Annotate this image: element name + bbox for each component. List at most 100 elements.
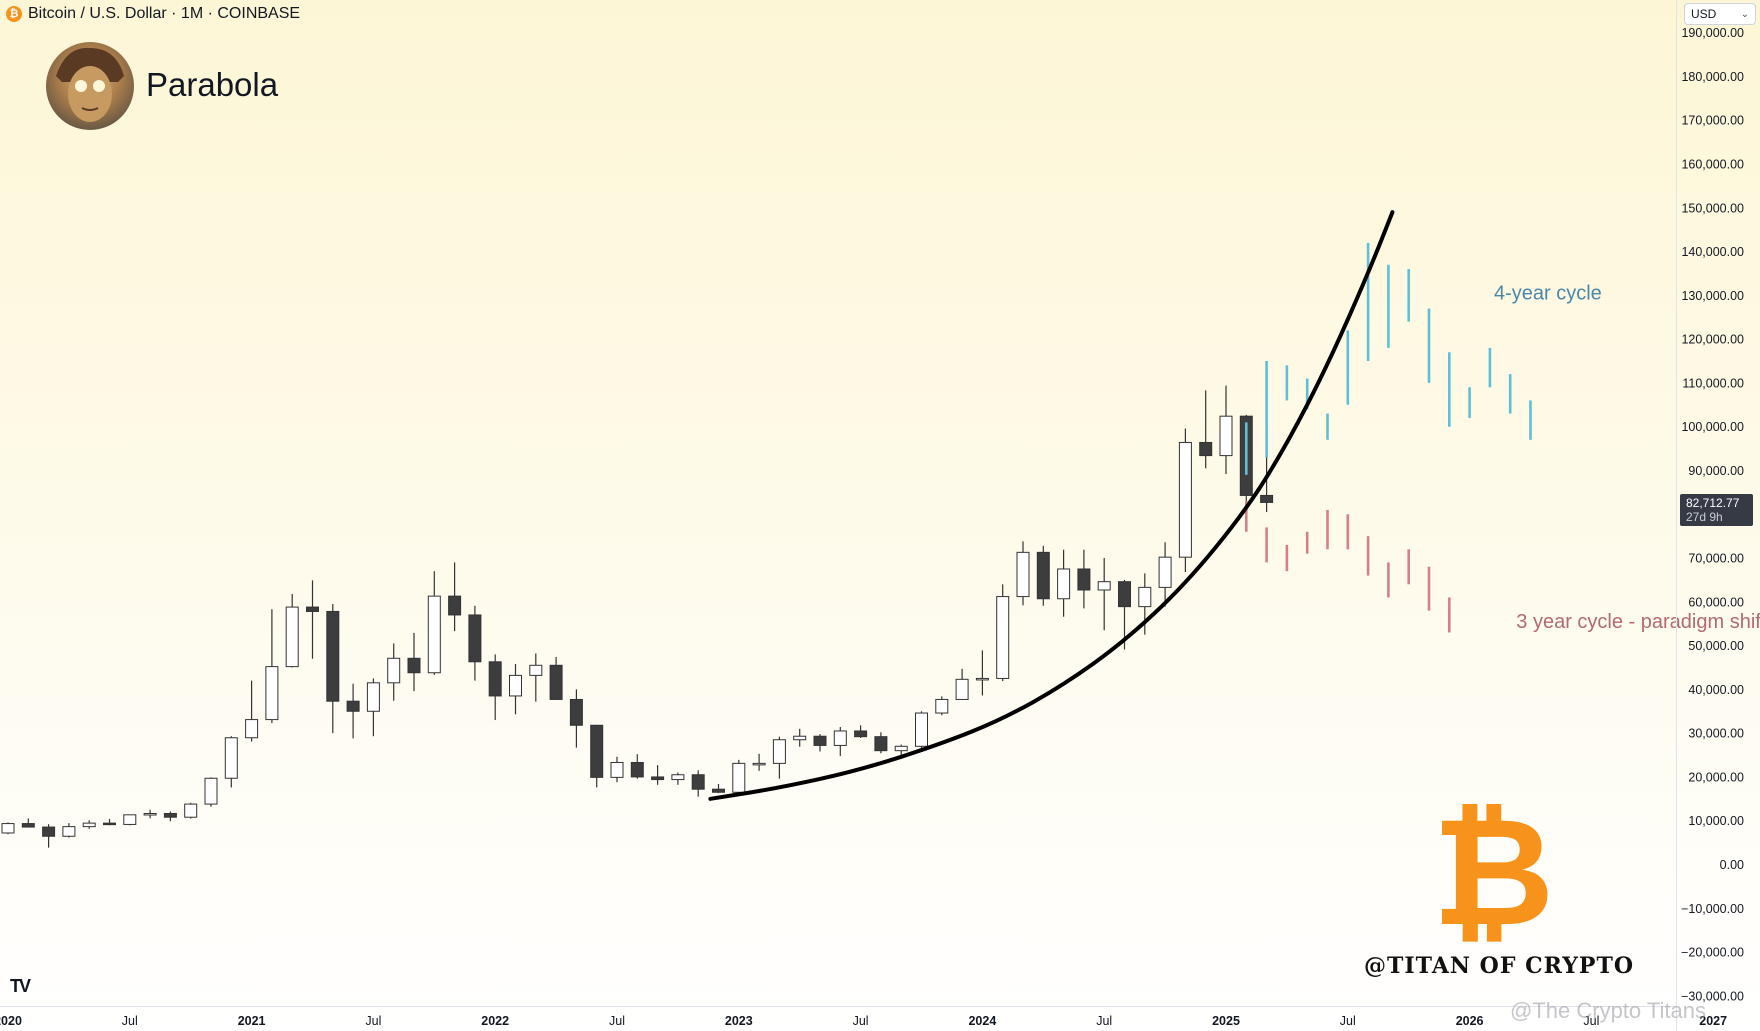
candle — [184, 802, 198, 819]
time-tick-label: 2020 — [0, 1014, 22, 1028]
candle-body — [366, 682, 380, 712]
symbol-header[interactable]: ₿ Bitcoin / U.S. Dollar · 1M · COINBASE — [6, 4, 300, 24]
candle — [488, 654, 502, 721]
candle — [366, 678, 380, 737]
price-tick-label: 20,000.00 — [1688, 770, 1744, 784]
price-tick-label: 140,000.00 — [1681, 245, 1744, 259]
author-name: Parabola — [146, 66, 279, 103]
candle-body — [752, 762, 766, 766]
candle-body — [1036, 551, 1050, 600]
candle-body — [772, 739, 786, 764]
candle — [955, 668, 969, 700]
time-tick-label: 2026 — [1456, 1014, 1484, 1028]
candle-body — [569, 698, 583, 726]
candle-body — [62, 826, 76, 837]
candle — [285, 593, 299, 668]
candle — [975, 650, 989, 696]
candle — [691, 770, 705, 797]
candle — [1158, 542, 1172, 607]
candle — [915, 711, 928, 749]
candle-body — [651, 776, 665, 781]
candle-body — [630, 761, 644, 778]
price-tick-label: 120,000.00 — [1681, 333, 1744, 347]
candle-body — [468, 614, 482, 663]
candle-body — [1097, 581, 1111, 591]
time-axis: 2020 Jul 2021 Jul 2022 Jul 2023 Jul 2024 Jul 2025 J… — [0, 1014, 1727, 1028]
candle — [1, 822, 15, 835]
candle-body — [955, 678, 969, 700]
bitcoin-coin-icon: ₿ — [6, 6, 22, 22]
candle — [732, 759, 746, 793]
time-tick-label: Jul — [853, 1014, 869, 1028]
time-tick-label: 2025 — [1212, 1014, 1240, 1028]
candle-body — [671, 774, 685, 781]
candle-body — [1158, 556, 1172, 588]
candle — [1097, 558, 1111, 631]
candle-body — [285, 606, 299, 668]
candle — [651, 765, 665, 785]
candle-body — [1199, 441, 1213, 457]
candle — [448, 562, 462, 632]
price-tick-label: 150,000.00 — [1681, 201, 1744, 215]
candle — [894, 744, 908, 756]
candle-body — [103, 822, 116, 826]
candle-body — [306, 606, 319, 612]
candle-body — [1, 823, 15, 834]
candle-body — [1118, 581, 1131, 608]
candle — [630, 754, 644, 779]
time-tick-label: Jul — [1340, 1014, 1356, 1028]
candle — [854, 725, 868, 738]
price-axis: 190,000.00 180,000.00 170,000.00 160,000.00… — [1681, 26, 1744, 1003]
candle — [935, 696, 949, 716]
time-tick-label: 2022 — [481, 1014, 509, 1028]
candle — [224, 736, 238, 788]
price-tick-label: 0.00 — [1720, 858, 1744, 872]
candle-body — [265, 666, 279, 721]
candle — [569, 689, 583, 748]
candle — [123, 814, 137, 826]
parabola-curve — [708, 210, 1395, 801]
price-tick-label: 40,000.00 — [1688, 683, 1744, 697]
candle — [793, 728, 807, 747]
candle-body — [245, 719, 259, 739]
candle-body — [732, 762, 746, 793]
candle-body — [448, 595, 462, 616]
candle-body — [996, 596, 1010, 679]
time-tick-label: 2021 — [238, 1014, 266, 1028]
candle — [82, 820, 96, 829]
price-tick-label: −20,000.00 — [1681, 946, 1744, 960]
price-tick-label: 10,000.00 — [1688, 814, 1744, 828]
candle — [265, 609, 279, 724]
candle-body — [184, 803, 198, 818]
price-tick-label: 190,000.00 — [1681, 26, 1744, 40]
author-handle-watermark: @TITAN OF CRYPTO — [1364, 953, 1635, 979]
price-tick-label: 100,000.00 — [1681, 420, 1744, 434]
source-watermark: @The Crypto Titans — [1510, 998, 1706, 1023]
currency-select[interactable]: USD ⌄ — [1684, 3, 1756, 25]
candle-body — [975, 677, 989, 681]
candle — [1077, 549, 1091, 609]
candle — [468, 605, 482, 681]
candle-body — [163, 812, 177, 818]
candle-body — [1260, 494, 1274, 503]
candle-body — [427, 595, 441, 674]
candle-body — [346, 700, 360, 712]
candle — [772, 736, 786, 779]
candle-body — [712, 788, 725, 793]
candle — [509, 663, 522, 715]
candle-body — [387, 657, 401, 684]
tradingview-logo-icon[interactable]: TV — [10, 976, 31, 996]
candle — [1057, 549, 1071, 617]
time-tick-label: 2027 — [1699, 1014, 1727, 1028]
candle — [1178, 428, 1192, 573]
last-price-badge: 82,712.77 27d 9h — [1680, 494, 1753, 526]
bar-countdown: 27d 9h — [1686, 510, 1723, 524]
price-tick-label: 50,000.00 — [1688, 639, 1744, 653]
time-tick-label: 2023 — [725, 1014, 753, 1028]
candle-body — [590, 724, 604, 778]
time-tick-label: Jul — [609, 1014, 625, 1028]
symbol-title: Bitcoin / U.S. Dollar · 1M · COINBASE — [28, 5, 301, 22]
candle-body — [1138, 586, 1152, 608]
candle — [996, 584, 1010, 682]
